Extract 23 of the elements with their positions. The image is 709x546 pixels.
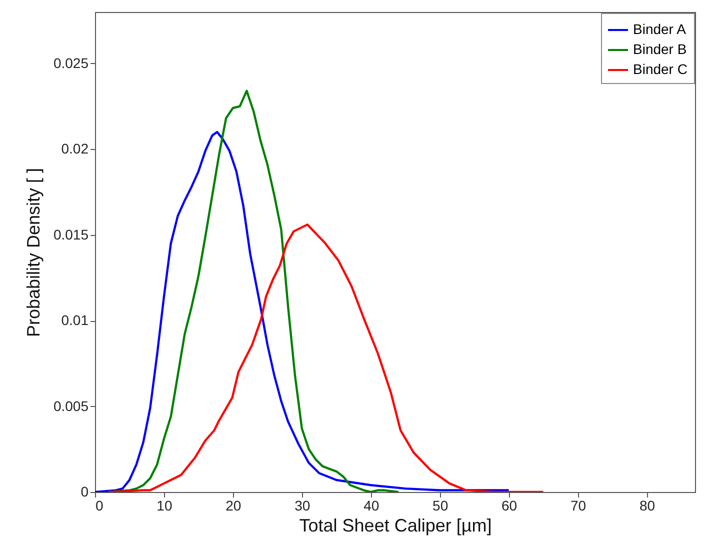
x-tick-label: 70 — [570, 498, 586, 514]
line-series — [108, 90, 400, 492]
x-tick-label: 80 — [639, 498, 656, 514]
line-series — [108, 223, 544, 492]
legend-label: Binder A — [633, 21, 687, 37]
x-tick-label: 20 — [226, 498, 242, 514]
line-series — [95, 130, 510, 492]
x-tick-label: 50 — [432, 498, 448, 514]
x-tick-label: 40 — [364, 498, 380, 514]
x-axis-title: Total Sheet Caliper [µm] — [299, 516, 492, 536]
x-tick-label: 30 — [294, 498, 310, 514]
y-tick-label: 0.005 — [53, 398, 89, 414]
y-axis-title: Probability Density [ ] — [23, 168, 44, 338]
y-tick-label: 0.015 — [53, 226, 89, 242]
x-tick-label: 60 — [502, 498, 518, 514]
legend-label: Binder C — [633, 61, 688, 77]
y-tick-label: 0 — [80, 484, 89, 500]
y-tick-label: 0.01 — [61, 312, 89, 328]
legend-label: Binder B — [633, 41, 687, 57]
y-tick-label: 0.025 — [53, 54, 89, 71]
x-tick-label: 10 — [156, 498, 172, 514]
y-tick-label: 0.02 — [61, 140, 89, 157]
x-tick-label: 0 — [96, 498, 104, 514]
